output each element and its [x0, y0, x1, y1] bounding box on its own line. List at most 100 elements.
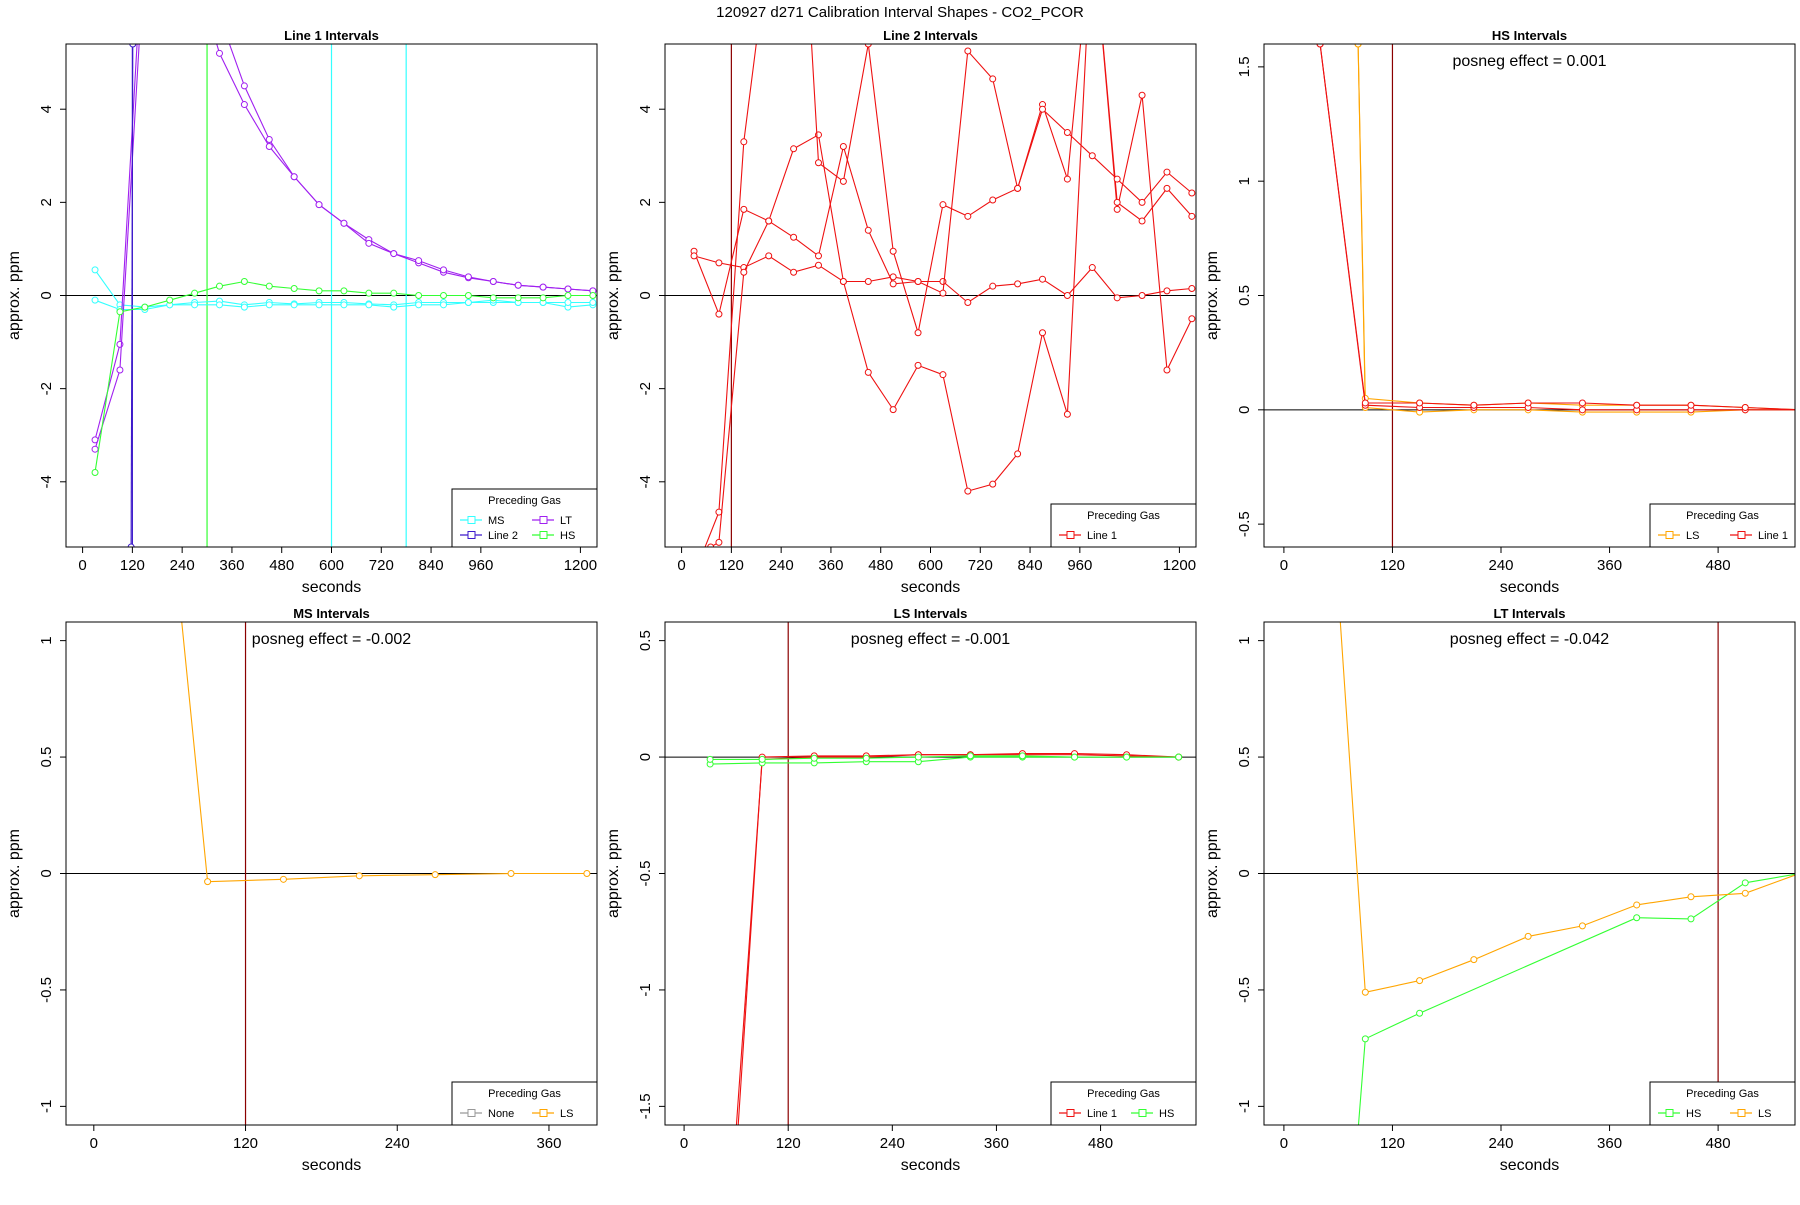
data-point [390, 303, 398, 311]
data-point [1138, 91, 1146, 99]
data-point [1163, 184, 1171, 192]
plot-area [665, 622, 1196, 1125]
legend-swatch-marker [1066, 531, 1075, 539]
data-point [1163, 366, 1171, 374]
legend-box [451, 488, 598, 548]
data-point [939, 201, 947, 209]
chart-title: LS Intervals [894, 606, 968, 621]
plot-frame [65, 621, 598, 1126]
x-tick-label: 480 [269, 557, 294, 574]
data-point [464, 273, 472, 281]
y-tick-label: -0.5 [1236, 511, 1253, 537]
data-point [889, 280, 897, 288]
data-point [290, 285, 298, 293]
y-axis-label: approx. ppm [6, 829, 23, 918]
legend-entry-label: Line 2 [488, 530, 518, 542]
data-point [691, 572, 697, 578]
legend-title: Preceding Gas [1087, 510, 1160, 522]
data-point [1014, 450, 1022, 458]
data-point [740, 205, 748, 213]
chart-panel-4: MS Intervals seconds approx. ppm 0 120 240 360… [6, 606, 598, 1174]
x-tick-label: 120 [120, 557, 145, 574]
data-point [964, 487, 972, 495]
data-point [1741, 889, 1749, 897]
data-point [706, 755, 714, 763]
data-point [91, 266, 99, 274]
plot-area [66, 622, 597, 1125]
chart-panel-5: LS Intervals seconds approx. ppm 0 120 240 360… [605, 606, 1197, 1174]
series-line-hs [94, 280, 593, 473]
legend-title: Preceding Gas [1686, 510, 1759, 522]
x-tick-label: 360 [536, 1135, 561, 1152]
data-point [814, 159, 822, 167]
y-tick-label: -1 [637, 983, 654, 996]
x-tick-label: 240 [880, 1135, 905, 1152]
legend-swatch-marker [467, 1109, 476, 1117]
data-point [191, 301, 199, 309]
data-point [1416, 399, 1424, 407]
data-point [489, 278, 497, 286]
series-line-ls [1357, 44, 1795, 413]
chart-title: MS Intervals [293, 606, 370, 621]
data-point [790, 145, 798, 153]
y-axis-label: approx. ppm [1204, 251, 1221, 340]
x-tick-label: 240 [385, 1135, 410, 1152]
legend-swatch-marker [1138, 1109, 1147, 1117]
data-point [514, 294, 522, 302]
y-tick-label: 4 [38, 105, 55, 113]
y-axis-label: approx. ppm [605, 829, 622, 918]
y-tick-label: 0.5 [1236, 285, 1253, 306]
legend-title: Preceding Gas [488, 495, 561, 507]
data-point [1188, 189, 1196, 197]
legend-title: Preceding Gas [1087, 1088, 1160, 1100]
legend-box [1050, 503, 1197, 548]
legend-entry-label: HS [1686, 1108, 1701, 1120]
data-point [365, 239, 373, 247]
legend-entry-label: HS [1159, 1108, 1174, 1120]
data-point [1797, 407, 1800, 413]
legend-entry-label: LT [560, 515, 572, 527]
posneg-annotation: posneg effect = -0.002 [252, 631, 411, 648]
y-tick-label: -0.5 [637, 861, 654, 887]
x-tick-label: 240 [1488, 1135, 1513, 1152]
data-point [914, 278, 922, 286]
legend-entry-label: None [488, 1108, 514, 1120]
data-point [440, 292, 448, 299]
legend-entry-label: Line 1 [1087, 1108, 1117, 1120]
data-point [431, 871, 439, 879]
data-point [240, 303, 248, 311]
data-point [1113, 294, 1121, 302]
data-point [390, 250, 398, 258]
legend-entry-label: LS [1686, 530, 1699, 542]
data-point [1063, 128, 1071, 136]
y-tick-label: -2 [637, 382, 654, 395]
data-point [1687, 915, 1695, 923]
x-tick-label: 960 [1067, 557, 1092, 574]
y-axis-label: approx. ppm [605, 251, 622, 340]
x-tick-label: 720 [369, 557, 394, 574]
data-point [583, 870, 591, 877]
data-point [1063, 175, 1071, 183]
legend-swatch-marker [1665, 531, 1674, 539]
data-point [340, 219, 348, 227]
data-point [564, 285, 572, 293]
data-point [1797, 407, 1800, 413]
data-point [864, 226, 872, 234]
data-point [1014, 184, 1022, 192]
data-point [1039, 105, 1047, 113]
y-tick-label: 1.5 [1236, 56, 1253, 77]
data-point [440, 266, 448, 274]
plot-frame [1263, 43, 1796, 548]
y-tick-label: 2 [637, 198, 654, 206]
y-tick-label: -2 [38, 382, 55, 395]
y-tick-label: -4 [637, 475, 654, 488]
data-point [1063, 292, 1071, 299]
data-point [765, 217, 773, 225]
data-point [1361, 1035, 1369, 1043]
series-line-line-1 [737, 753, 1179, 1125]
data-point [939, 289, 947, 297]
data-point [340, 301, 348, 309]
data-point [1018, 752, 1026, 760]
data-point [1039, 329, 1047, 337]
